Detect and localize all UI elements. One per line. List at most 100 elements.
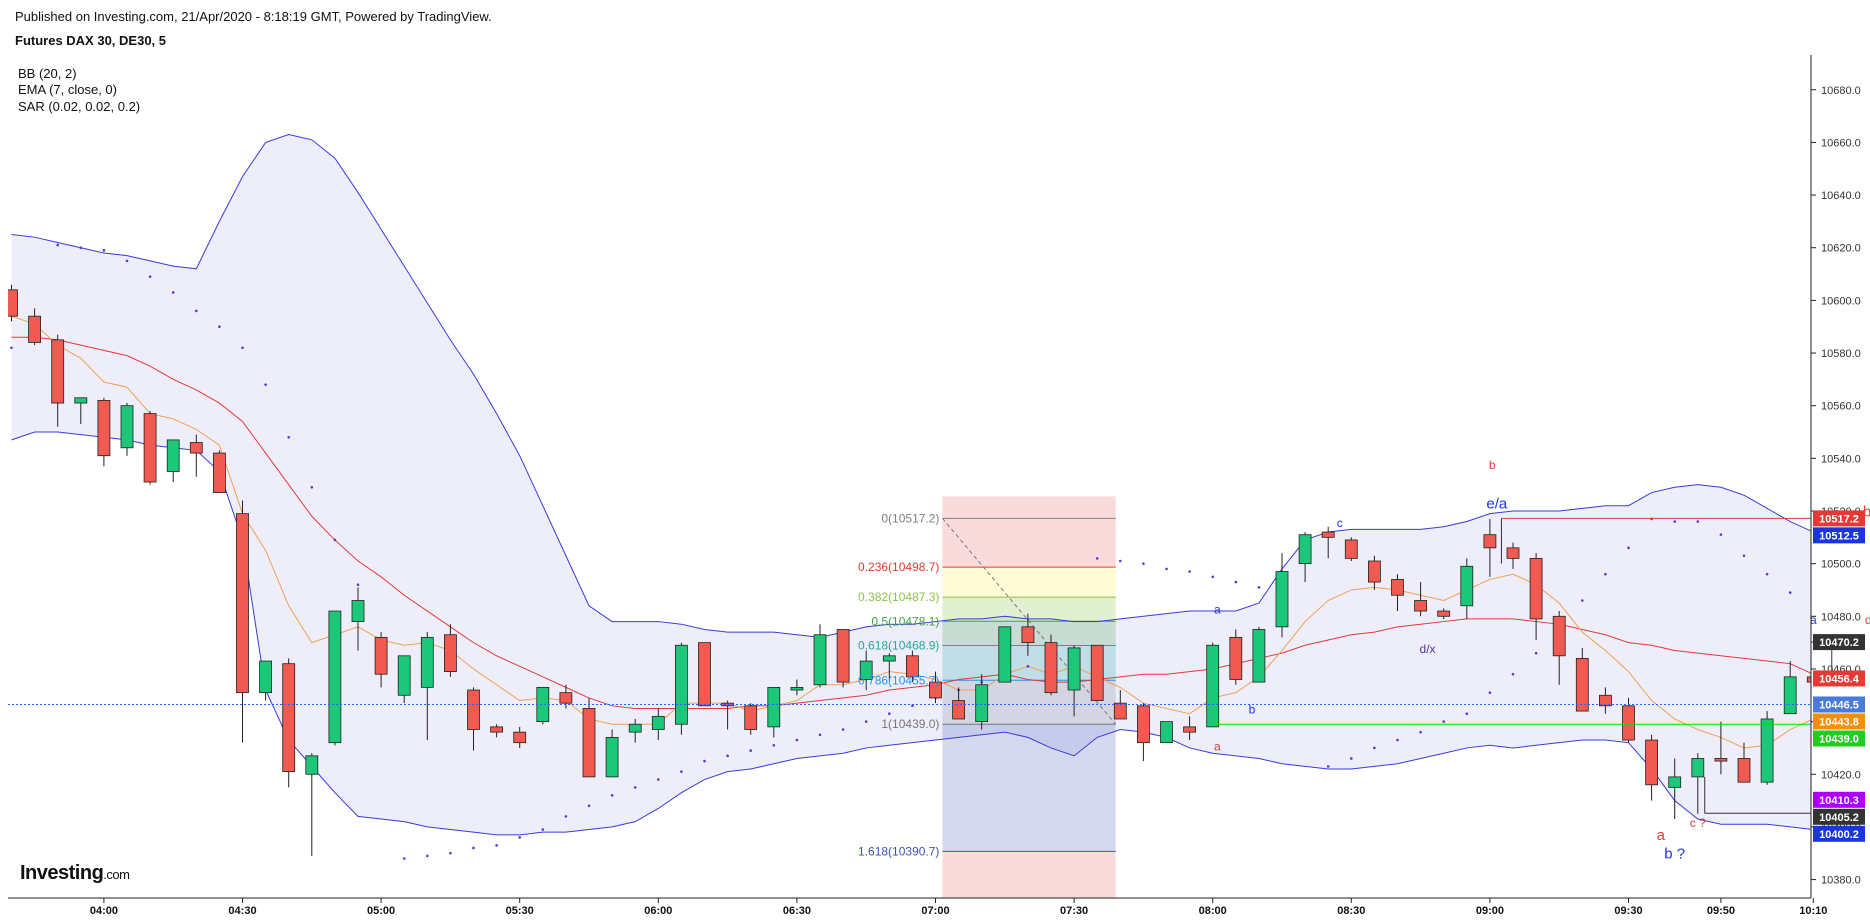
candle <box>120 403 134 456</box>
candle-body <box>675 644 688 725</box>
wave-label: e/a <box>1486 495 1508 512</box>
x-tick-label: 07:30 <box>1060 905 1088 917</box>
price-label-box <box>1813 670 1865 687</box>
sar-dot <box>1257 586 1261 589</box>
sar-dot <box>356 583 360 587</box>
candle-body <box>536 686 550 723</box>
candle-body <box>443 634 457 672</box>
price-label-box <box>1813 510 1865 527</box>
price-label-box <box>1813 808 1865 825</box>
candle-body <box>651 715 665 730</box>
candle <box>1229 629 1243 685</box>
price-label: 10439.0 <box>1813 730 1865 747</box>
candle <box>1183 716 1196 741</box>
sar-dot <box>1534 651 1538 655</box>
candle-body <box>1298 534 1312 565</box>
candle <box>97 397 111 467</box>
sar-dot <box>333 538 337 542</box>
sar-dot <box>1234 580 1238 584</box>
candle <box>998 626 1012 683</box>
candle-body <box>1783 676 1797 715</box>
sar-dot <box>795 738 799 742</box>
price-label-text: 10443.8 <box>1819 716 1859 728</box>
candle <box>1160 721 1173 744</box>
candle-body <box>767 686 781 728</box>
x-tick-label: 10:10 <box>1799 905 1827 917</box>
candle <box>1391 574 1404 612</box>
x-tick-label: 08:00 <box>1199 905 1227 917</box>
indicator-sar[interactable]: SAR (0.02, 0.02, 0.2) <box>18 99 141 114</box>
price-label: 10517.2 <box>1813 510 1865 527</box>
investing-logo: Investing.com <box>20 862 130 885</box>
fib-zone <box>942 680 1116 725</box>
sar-dot <box>657 778 660 781</box>
candle-body <box>212 452 226 493</box>
candle <box>1737 742 1751 783</box>
candle-body <box>1737 758 1751 783</box>
wave-label: a <box>1214 603 1221 617</box>
sar-dot <box>1188 570 1191 573</box>
candle <box>859 650 873 691</box>
sar-dot <box>1742 554 1746 558</box>
candle <box>1622 697 1635 743</box>
candle <box>1298 532 1312 583</box>
price-label: 10456.4 <box>1813 670 1865 687</box>
sar-dot <box>1812 610 1815 613</box>
fib-level-label: 1.618(10390.7) <box>858 844 939 858</box>
candle-body <box>351 600 365 622</box>
published-caption: Published on Investing.com, 21/Apr/2020 … <box>15 9 492 24</box>
price-label-text: 10456.4 <box>1819 673 1860 685</box>
candle <box>1599 687 1612 714</box>
candle <box>212 450 226 493</box>
candle-body <box>397 655 411 696</box>
indicator-ema[interactable]: EMA (7, close, 0) <box>18 82 117 97</box>
price-label: 10512.5 <box>1813 527 1865 544</box>
sar-dot <box>1788 591 1792 594</box>
fib-zone <box>942 597 1116 622</box>
x-tick-label: 04:00 <box>90 905 118 917</box>
sar-dot <box>1396 738 1399 742</box>
price-label-box <box>1813 634 1865 651</box>
candle <box>74 397 88 425</box>
sar-dot <box>841 728 845 731</box>
candle <box>744 703 758 735</box>
candle <box>397 655 411 704</box>
price-label: 10410.3 <box>1813 791 1865 808</box>
candle-body <box>166 439 180 472</box>
sar-dot <box>79 246 83 250</box>
candle <box>1645 734 1658 801</box>
sar-dot <box>587 804 591 808</box>
candle-body <box>189 442 203 454</box>
sar-dot <box>564 815 568 818</box>
candle-body <box>1414 600 1427 612</box>
candle-body <box>1691 758 1705 778</box>
price-label: 10400.2 <box>1813 825 1865 842</box>
x-tick-label: 07:00 <box>921 905 949 917</box>
sar-dot <box>1326 765 1330 768</box>
x-tick-label: 09:00 <box>1476 905 1504 917</box>
candle-body <box>1321 531 1335 538</box>
wave-label: b <box>1489 458 1496 472</box>
y-tick-label: 10480.0 <box>1821 611 1861 623</box>
sar-dot <box>171 291 175 294</box>
candle <box>1529 553 1543 640</box>
candle-body <box>1645 739 1658 786</box>
candle <box>513 726 527 748</box>
candle-body <box>605 737 619 778</box>
candle <box>767 686 781 738</box>
candle-body <box>28 315 42 343</box>
candle <box>1575 647 1589 712</box>
candle <box>1506 542 1520 569</box>
indicator-bb[interactable]: BB (20, 2) <box>18 66 77 81</box>
candle-body <box>236 513 249 694</box>
candle-body <box>882 655 896 662</box>
sar-dot <box>1673 520 1676 523</box>
candle-body <box>1760 718 1774 783</box>
candle-body <box>813 634 827 686</box>
candle-body <box>1137 705 1150 744</box>
price-label-text: 10512.5 <box>1819 530 1859 542</box>
symbol-title: Futures DAX 30, DE30, 5 <box>15 33 166 48</box>
wave-label: c <box>1337 516 1343 530</box>
candle-body <box>744 705 758 730</box>
